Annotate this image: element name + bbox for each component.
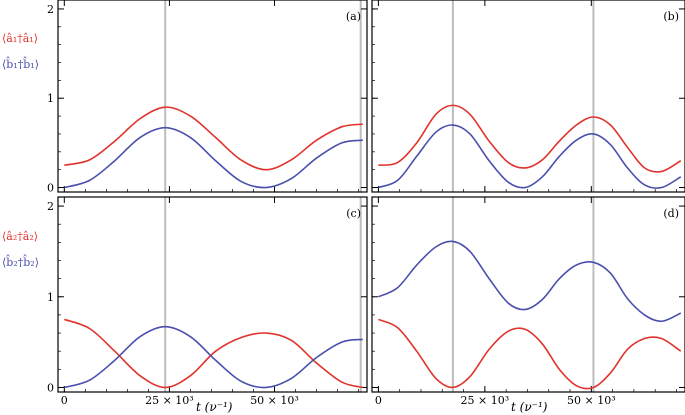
panel-label: (a) — [346, 10, 361, 23]
panel-b: (b) — [371, 0, 685, 193]
series-blue-line — [378, 240, 682, 323]
legend-top-red: ⟨â₁†â₁⟩ — [2, 32, 38, 45]
xtick-label-1: 25 × 10³ — [145, 394, 194, 407]
ytick-label-0: 0 — [47, 182, 54, 195]
panel-label: (c) — [346, 207, 361, 220]
legend-top: ⟨â₁†â₁⟩ ⟨b̂₁†b̂₁⟩ — [2, 32, 39, 71]
panel-label: (b) — [663, 10, 679, 23]
panel-frame — [371, 196, 685, 393]
xtick-label-1: 25 × 10³ — [461, 394, 510, 407]
legend-bottom-red: ⟨â₂†â₂⟩ — [2, 230, 38, 243]
ytick-label-1: 1 — [47, 291, 54, 304]
xtick-label-2: 50 × 10³ — [250, 394, 299, 407]
series-red-line — [64, 106, 363, 171]
series-blue-line — [64, 325, 363, 389]
panel-d: 0 25 × 10³ 50 × 10³ (d) — [371, 196, 685, 407]
xtick-label-2: 50 × 10³ — [567, 394, 616, 407]
xtick-label-0: 0 — [61, 394, 68, 407]
panel-frame — [57, 196, 368, 393]
panel-a: 0 1 2 (a) — [47, 0, 368, 195]
series-red-line — [378, 318, 682, 390]
ytick-label-2: 2 — [47, 3, 54, 16]
series-red-line — [64, 318, 364, 389]
ytick-label-0: 0 — [47, 381, 54, 394]
ytick-label-1: 1 — [47, 92, 54, 105]
legend-top-blue: ⟨b̂₁†b̂₁⟩ — [2, 57, 39, 71]
ytick-label-2: 2 — [47, 200, 54, 213]
series-blue-line — [378, 124, 682, 189]
series-red-line — [378, 104, 682, 173]
panel-c: 0 1 2 0 25 × 10³ 50 × 10³ (c) — [47, 196, 368, 407]
panel-frame — [57, 0, 368, 193]
panels: 0 1 2 (a) (b) 0 1 2 0 25 × 10³ 50 × 10³ (c) 0 25 × 10… — [47, 0, 685, 407]
legend-bottom-blue: ⟨b̂₂†b̂₂⟩ — [2, 255, 39, 269]
panel-frame — [371, 0, 685, 193]
x-axis-label-right: t (ν⁻¹) — [511, 400, 548, 414]
xtick-label-0: 0 — [375, 394, 382, 407]
x-axis-label-left: t (ν⁻¹) — [196, 400, 233, 414]
panel-label: (d) — [663, 207, 679, 220]
legend-bottom: ⟨â₂†â₂⟩ ⟨b̂₂†b̂₂⟩ — [2, 230, 39, 269]
series-blue-line — [64, 126, 363, 189]
